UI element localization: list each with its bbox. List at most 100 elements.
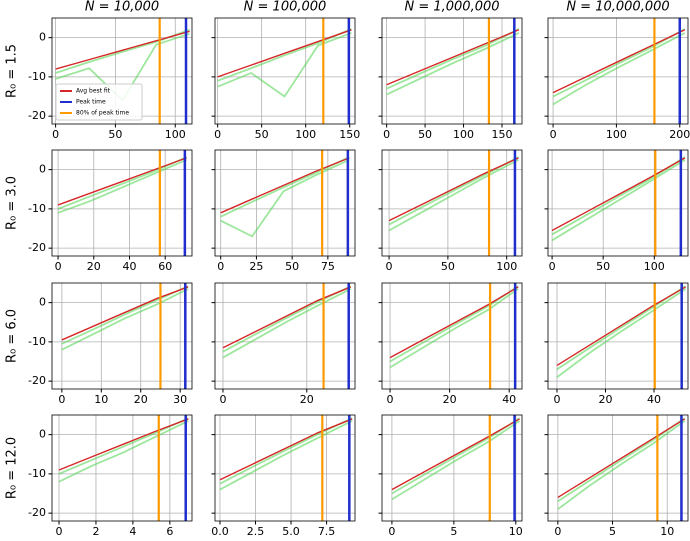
fit-line — [552, 29, 686, 94]
x-tick-label: 0.0 — [211, 525, 229, 538]
axes-frame — [51, 149, 193, 257]
x-tick-label: 0 — [55, 260, 62, 273]
panel — [52, 415, 192, 521]
x-tick-label: 40 — [502, 393, 516, 406]
x-tick-label: 2.5 — [247, 525, 265, 538]
x-tick-label: 0 — [388, 525, 395, 538]
y-tick-label: 0 — [39, 428, 46, 441]
x-tick-label: 20 — [87, 260, 101, 273]
trial-line — [391, 420, 521, 501]
x-tick-label: 0 — [52, 128, 59, 141]
y-tick-label: -10 — [28, 70, 46, 83]
x-tick-label: 20 — [599, 393, 613, 406]
axes-frame — [547, 17, 689, 125]
row-label: R₀ = 3.0 — [5, 176, 20, 230]
x-tick-label: 100 — [295, 128, 316, 141]
panel — [382, 18, 522, 124]
x-tick-label: 5 — [450, 525, 457, 538]
axes-frame — [51, 17, 193, 125]
trial-line — [220, 158, 350, 238]
trial-line — [557, 420, 686, 510]
x-tick-label: 6 — [166, 525, 173, 538]
x-tick-label: 50 — [441, 260, 455, 273]
trial-line — [222, 288, 352, 359]
x-tick-label: 5 — [609, 525, 616, 538]
legend-label: 80% of peak time — [76, 110, 129, 117]
x-tick-label: 150 — [492, 128, 513, 141]
trial-line — [222, 285, 352, 353]
x-tick-label: 7.5 — [318, 525, 336, 538]
axes-frame — [214, 414, 356, 522]
x-tick-label: 40 — [123, 260, 137, 273]
legend-box — [55, 83, 143, 121]
x-tick-label: 50 — [418, 128, 432, 141]
trial-line — [58, 417, 189, 475]
trial-line — [57, 158, 187, 214]
panel — [548, 283, 688, 389]
axes-frame — [214, 282, 356, 390]
x-tick-label: 0 — [386, 260, 393, 273]
panel — [215, 283, 355, 389]
trial-line — [551, 159, 686, 242]
x-tick-label: 100 — [165, 128, 186, 141]
column-title: N = 10,000 — [85, 0, 159, 15]
panel — [548, 150, 688, 256]
x-tick-label: 100 — [606, 128, 627, 141]
x-tick-label: 20 — [134, 393, 148, 406]
x-tick-label: 200 — [669, 128, 690, 141]
panel — [382, 283, 522, 389]
x-tick-label: 30 — [173, 393, 187, 406]
trial-line — [389, 288, 519, 369]
fit-line — [55, 30, 190, 70]
x-tick-label: 50 — [285, 260, 299, 273]
x-tick-label: 0 — [58, 393, 65, 406]
x-tick-label: 50 — [596, 260, 610, 273]
panel — [382, 150, 522, 256]
trial-line — [388, 159, 519, 232]
x-tick-label: 0 — [387, 393, 394, 406]
x-tick-label: 0 — [554, 525, 561, 538]
axes-frame — [547, 414, 689, 522]
column-title: N = 10,000,000 — [566, 0, 669, 15]
trial-line — [58, 420, 189, 483]
fit-line — [217, 29, 352, 78]
x-tick-label: 0 — [219, 393, 226, 406]
y-tick-label: -20 — [28, 374, 46, 387]
y-tick-label: -10 — [28, 335, 46, 348]
x-tick-label: 4 — [129, 525, 136, 538]
fit-line — [57, 157, 187, 206]
panel — [382, 415, 522, 521]
x-tick-label: 40 — [647, 393, 661, 406]
x-tick-label: 2 — [92, 525, 99, 538]
x-tick-label: 60 — [158, 260, 172, 273]
x-tick-label: 25 — [249, 260, 263, 273]
fit-line — [58, 418, 189, 471]
fit-line — [388, 157, 519, 222]
x-tick-label: 100 — [496, 260, 517, 273]
panel — [215, 415, 355, 521]
fit-line — [386, 29, 520, 86]
row-label: R₀ = 12.0 — [5, 437, 20, 499]
x-tick-label: 10 — [509, 525, 523, 538]
axes-frame — [381, 17, 523, 125]
trial-line — [386, 28, 520, 90]
panel — [215, 18, 355, 124]
axes-frame — [214, 149, 356, 257]
y-tick-label: 0 — [39, 163, 46, 176]
row-label: R₀ = 1.5 — [5, 44, 20, 98]
trial-line — [55, 28, 190, 74]
axes-frame — [547, 149, 689, 257]
trial-line — [219, 417, 353, 485]
x-tick-label: 0 — [214, 128, 221, 141]
y-tick-label: -20 — [28, 506, 46, 519]
x-tick-label: 20 — [300, 393, 314, 406]
fit-line — [389, 286, 519, 359]
axes-frame — [381, 149, 523, 257]
trial-line — [552, 32, 686, 106]
x-tick-label: 10 — [660, 525, 674, 538]
panel — [52, 150, 192, 256]
trial-line — [556, 288, 687, 378]
trial-line — [61, 288, 189, 351]
x-tick-label: 75 — [321, 260, 335, 273]
